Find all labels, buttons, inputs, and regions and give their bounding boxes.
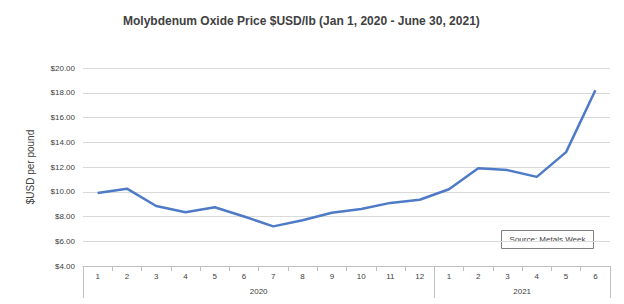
svg-text:2: 2: [125, 272, 130, 281]
svg-text:12: 12: [415, 272, 424, 281]
svg-text:11: 11: [386, 272, 395, 281]
svg-text:Source: Metals Week: Source: Metals Week: [510, 235, 587, 244]
svg-text:5: 5: [213, 272, 218, 281]
svg-text:10: 10: [357, 272, 366, 281]
svg-text:2021: 2021: [513, 287, 531, 296]
svg-text:1: 1: [447, 272, 452, 281]
svg-text:$8.00: $8.00: [55, 212, 76, 221]
svg-text:2: 2: [476, 272, 481, 281]
svg-text:$USD per pound: $USD per pound: [25, 130, 36, 205]
svg-text:Molybdenum Oxide Price $USD/lb: Molybdenum Oxide Price $USD/lb (Jan 1, 2…: [123, 14, 480, 28]
svg-text:8: 8: [300, 272, 305, 281]
svg-text:9: 9: [330, 272, 335, 281]
svg-text:$20.00: $20.00: [51, 64, 76, 73]
svg-text:1: 1: [95, 272, 100, 281]
svg-text:3: 3: [154, 272, 159, 281]
svg-text:$6.00: $6.00: [55, 237, 76, 246]
svg-text:2020: 2020: [250, 287, 268, 296]
svg-text:6: 6: [593, 272, 598, 281]
svg-text:4: 4: [535, 272, 540, 281]
svg-text:$18.00: $18.00: [51, 88, 76, 97]
svg-text:5: 5: [564, 272, 569, 281]
svg-text:3: 3: [505, 272, 510, 281]
svg-text:$4.00: $4.00: [55, 262, 76, 271]
svg-text:6: 6: [242, 272, 247, 281]
svg-text:7: 7: [271, 272, 276, 281]
svg-text:$12.00: $12.00: [51, 163, 76, 172]
svg-text:4: 4: [183, 272, 188, 281]
svg-text:$16.00: $16.00: [51, 113, 76, 122]
svg-text:$10.00: $10.00: [51, 187, 76, 196]
svg-text:$14.00: $14.00: [51, 138, 76, 147]
